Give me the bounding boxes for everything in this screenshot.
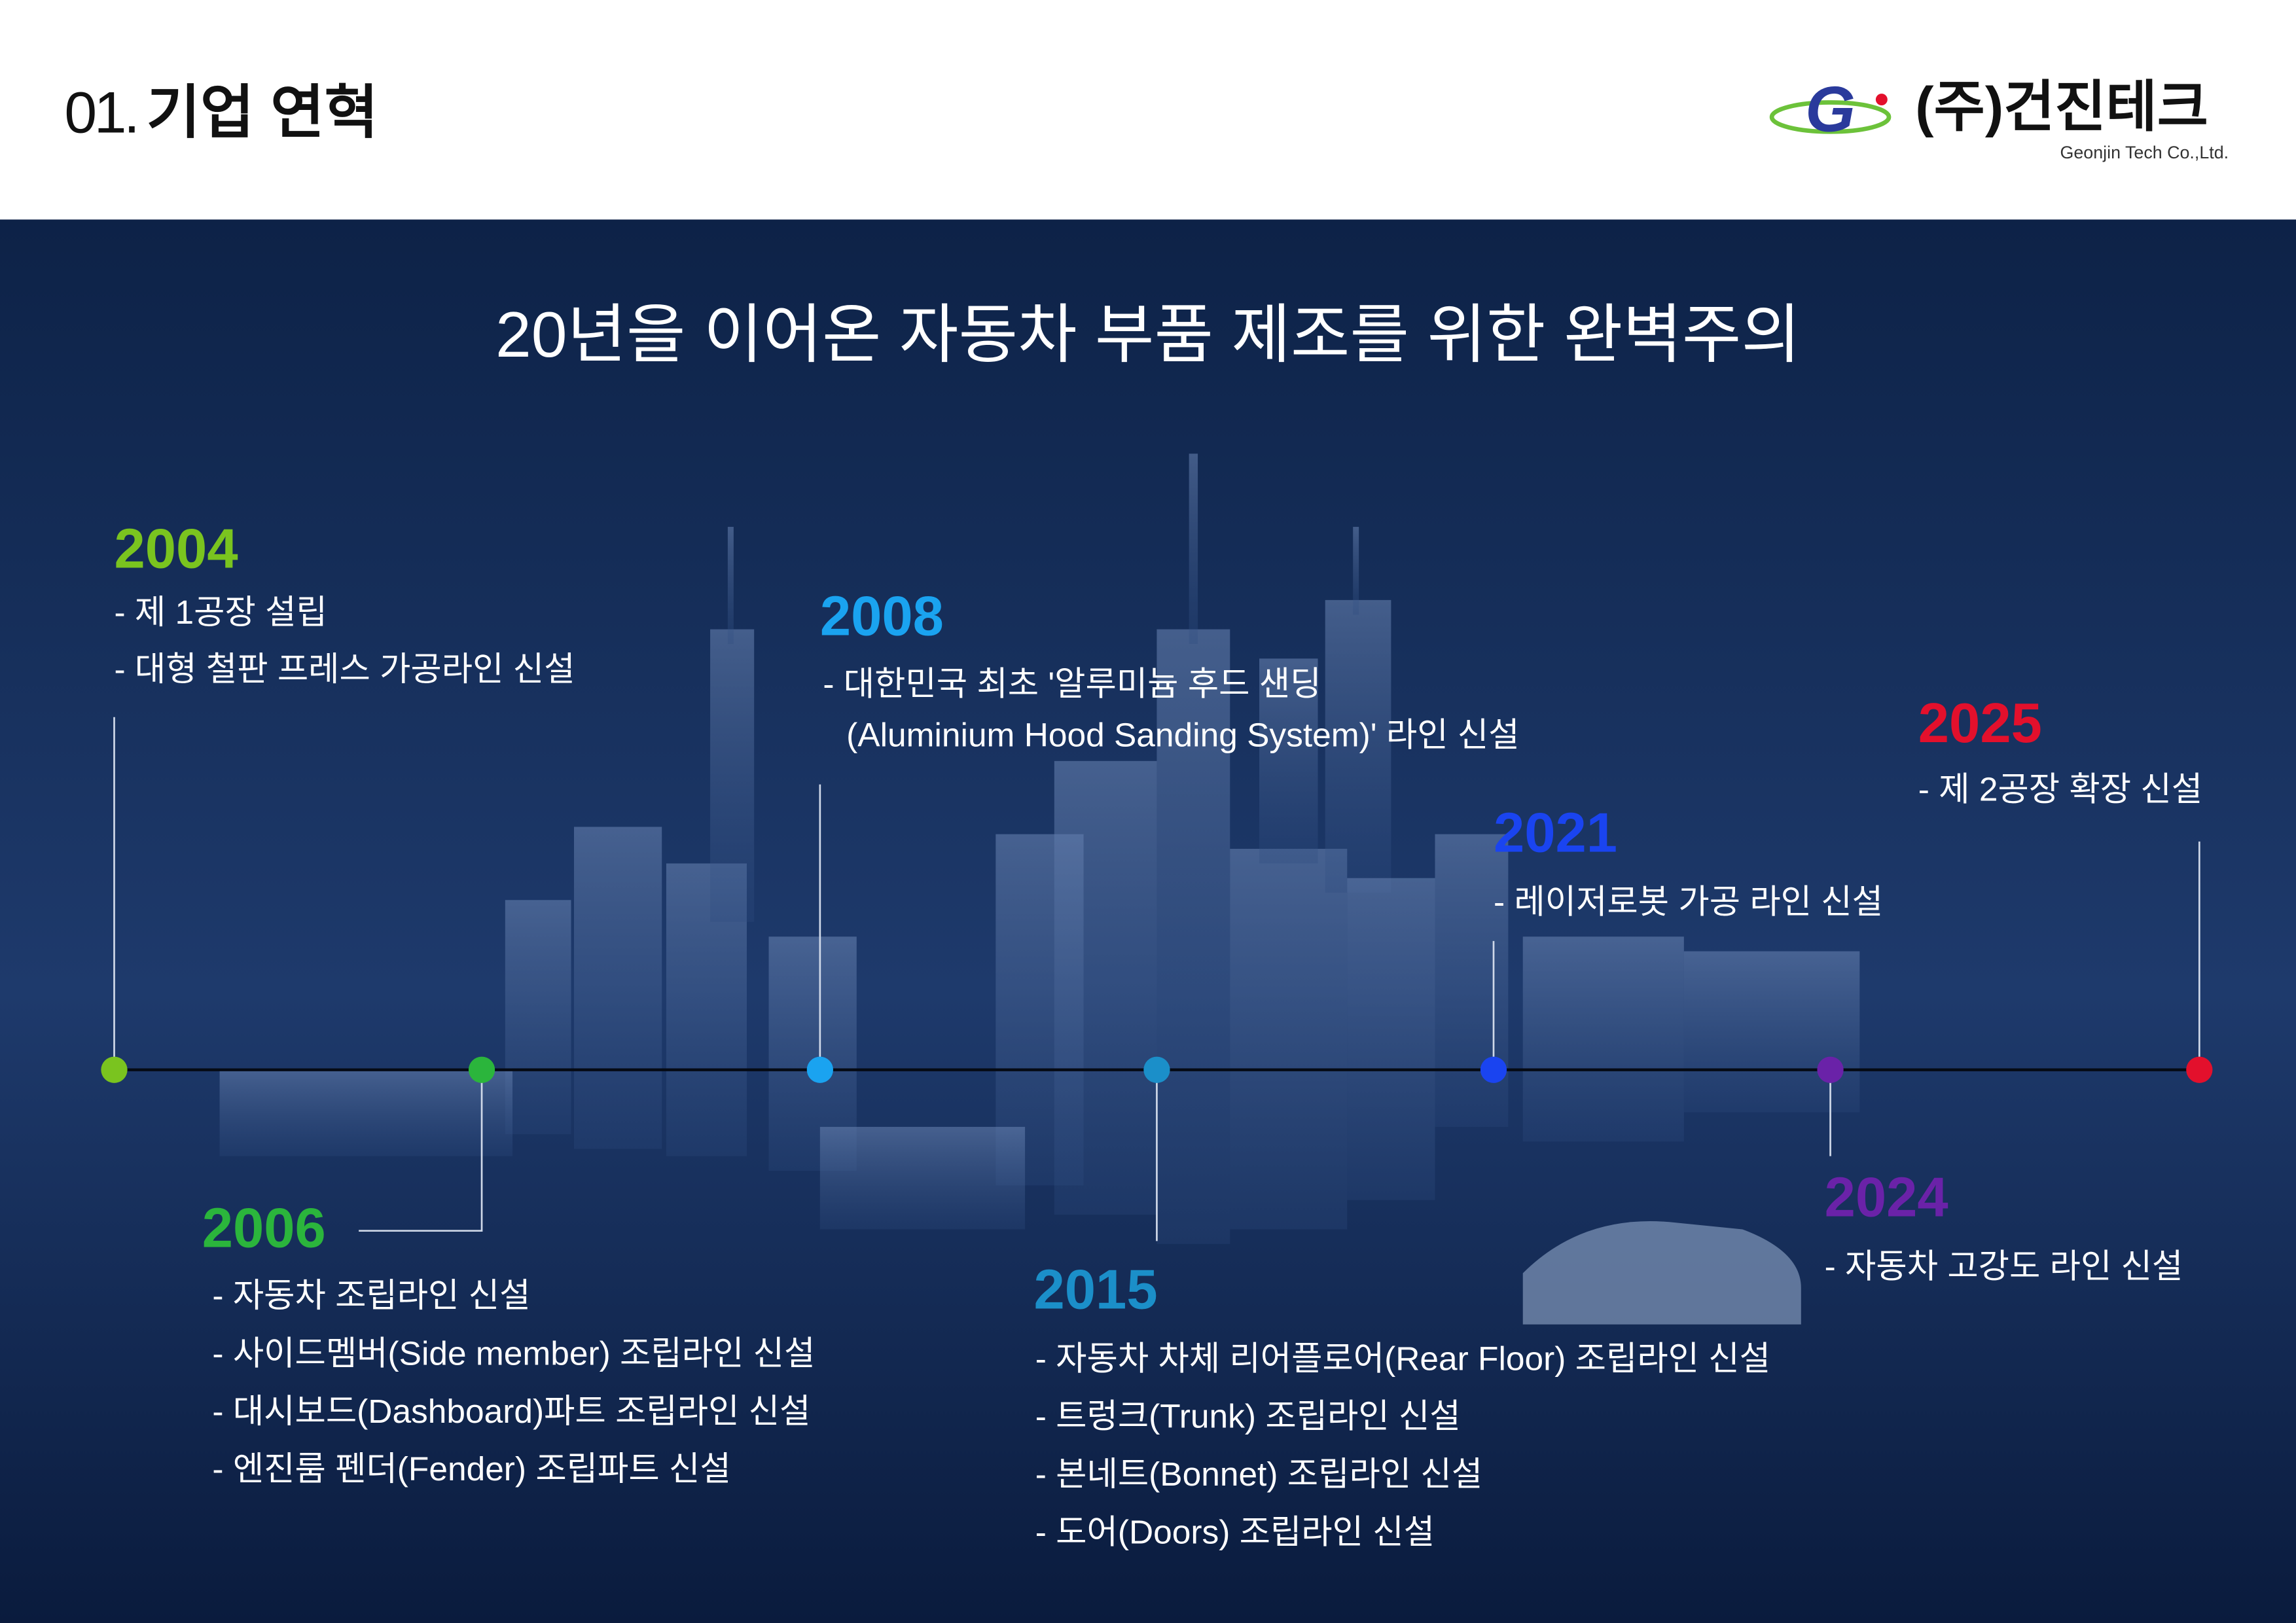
year: 2015 [1033,1258,1157,1321]
history-item: - 대시보드(Dashboard)파트 조립라인 신설 [212,1392,810,1430]
year: 2024 [1825,1166,1948,1228]
company-name: (주)건진테크 [1915,76,2208,138]
history-item: - 도어(Doors) 조립라인 신설 [1035,1512,1435,1550]
timeline-dot [468,1056,495,1083]
history-item: - 사이드멤버(Side member) 조립라인 신설 [212,1334,815,1372]
company-name-en: Geonjin Tech Co.,Ltd. [2060,143,2229,162]
year: 2021 [1494,802,1617,865]
timeline-dot [1817,1056,1844,1083]
timeline-dot [1480,1056,1507,1083]
history-item: - 트렁크(Trunk) 조립라인 신설 [1035,1397,1461,1435]
section-title: 기업 연혁 [147,80,378,145]
connector [359,1069,483,1232]
car-illustration [1522,1221,1801,1325]
history-item: (Aluminium Hood Sanding System)' 라인 신설 [846,716,1519,754]
history-item: - 제 2공장 확장 신설 [1918,770,2202,808]
history-item: - 레이저로봇 가공 라인 신설 [1494,883,1883,921]
history-item: - 엔진룸 펜더(Fender) 조립파트 신설 [212,1450,730,1488]
logo-dot [1875,94,1888,106]
timeline-dot [1143,1056,1170,1083]
year: 2025 [1918,692,2042,755]
history-item: - 자동차 고강도 라인 신설 [1825,1247,2183,1285]
history-item: - 본네트(Bonnet) 조립라인 신설 [1035,1455,1482,1493]
city-illustration [219,454,1860,1244]
logo-swoosh [1769,100,1892,134]
timeline-dot [806,1056,833,1083]
year: 2004 [115,518,238,580]
history-item: - 대한민국 최초 '알루미늄 후드 샌딩 [823,664,1321,702]
timeline-dot [2186,1056,2213,1083]
logo-mark: G [1805,73,1856,145]
year: 2006 [202,1197,326,1259]
header-bg [0,0,2296,220]
history-item: - 자동차 차체 리어플로어(Rear Floor) 조립라인 신설 [1035,1339,1770,1377]
timeline-dot [101,1056,128,1083]
year: 2008 [820,586,944,648]
history-item: - 제 1공장 설립 [115,593,327,631]
history-item: - 대형 철판 프레스 가공라인 신설 [115,650,575,688]
history-item: - 자동차 조립라인 신설 [212,1276,530,1314]
banner-title: 20년을 이어온 자동차 부품 제조를 위한 완벽주의 [495,298,1801,370]
section-number: 01. [64,80,137,145]
